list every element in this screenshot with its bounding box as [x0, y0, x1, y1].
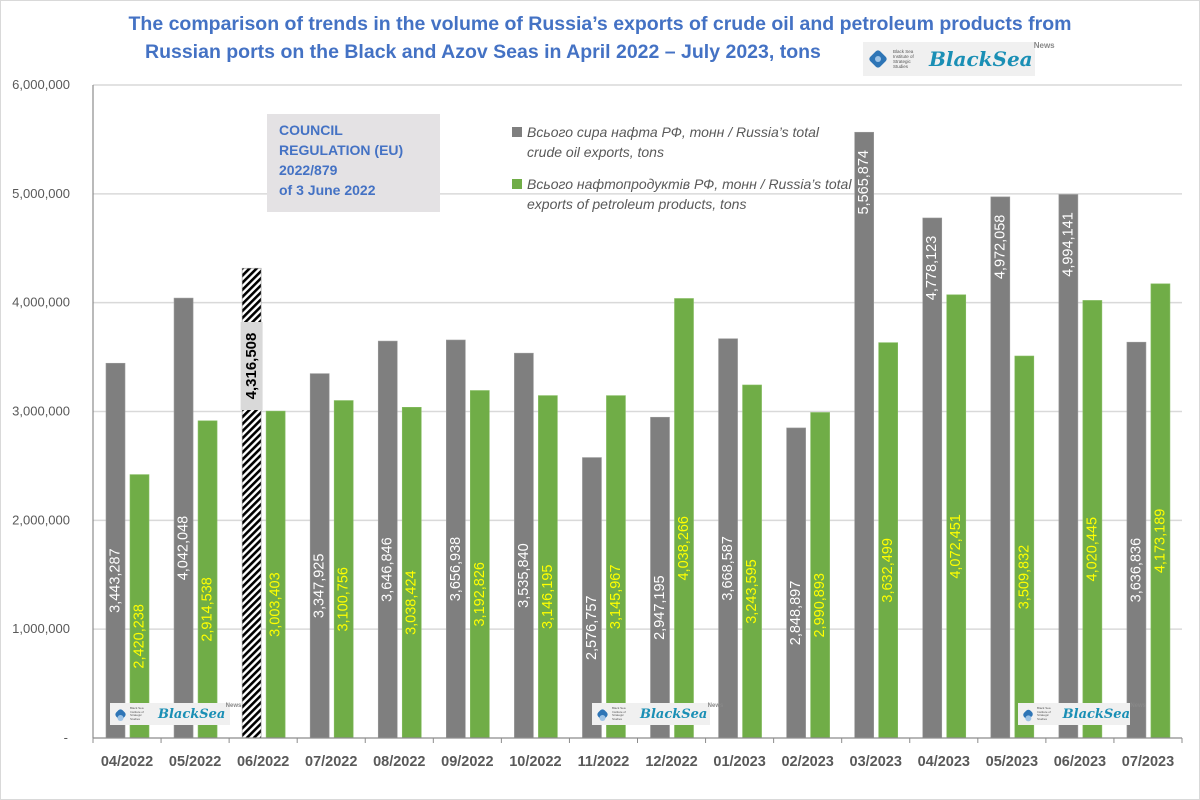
- y-tick-label: 5,000,000: [12, 186, 70, 201]
- bar-crude: [854, 131, 874, 739]
- x-tick-label: 04/2022: [101, 754, 153, 770]
- y-tick-label: 1,000,000: [12, 621, 70, 636]
- data-label-crude: 2,848,897: [788, 581, 804, 646]
- data-label-products: 3,100,756: [336, 567, 352, 632]
- logo-news-superscript: News: [1130, 702, 1146, 709]
- legend-swatch-products: [512, 179, 522, 189]
- legend-item-crude: Всього сира нафта РФ, тонн / Russia’s to…: [512, 122, 852, 162]
- data-label-products: 3,146,195: [540, 565, 556, 630]
- y-tick-label: 4,000,000: [12, 295, 70, 310]
- x-tick-label: 05/2023: [986, 754, 1038, 770]
- council-regulation-annotation: COUNCIL REGULATION (EU) 2022/879 of 3 Ju…: [267, 114, 440, 212]
- logo-brand-text: BlackSea: [640, 706, 708, 722]
- logo-brand-text: BlackSea: [929, 47, 1033, 71]
- y-axis-ticks: - 1,000,000 2,000,000 3,000,000 4,000,000 5,0…: [12, 77, 94, 745]
- data-label-products: 4,173,189: [1152, 509, 1168, 574]
- data-label-crude: 4,994,141: [1060, 212, 1076, 277]
- legend-label-products: Всього нафтопродуктів РФ, тонн / Russia’…: [527, 176, 852, 212]
- data-labels: 3,443,287 2,420,238 4,042,048 2,914,538 4,31…: [108, 150, 1169, 669]
- legend-label-crude: Всього сира нафта РФ, тонн / Russia’s to…: [527, 124, 819, 160]
- x-tick-label: 01/2023: [713, 754, 765, 770]
- blacksea-news-watermark-left: Black Sea Institute of Strategic Studies…: [110, 703, 241, 725]
- logo-brand-text: BlackSea: [1062, 706, 1130, 722]
- y-tick-label: 6,000,000: [12, 77, 70, 92]
- chart-title: The comparison of trends in the volume o…: [100, 10, 1100, 66]
- y-tick-label: 3,000,000: [12, 404, 70, 419]
- data-label-products: 4,038,266: [676, 516, 692, 581]
- x-tick-label: 12/2022: [645, 754, 697, 770]
- data-label-crude: 3,347,925: [312, 554, 328, 619]
- data-label-crude: 5,565,874: [856, 150, 872, 215]
- logo-brand: BlackSea News: [158, 703, 241, 722]
- y-tick-label: -: [64, 730, 68, 745]
- logo-news-superscript: News: [1033, 41, 1055, 50]
- data-label-crude: 3,668,587: [720, 536, 736, 601]
- logo-brand: BlackSea News: [640, 703, 723, 722]
- logo-brand: BlackSea News: [929, 41, 1055, 71]
- logo-brand-text: BlackSea: [158, 706, 226, 722]
- data-label-crude: 2,576,757: [584, 596, 600, 661]
- blacksea-news-logo: Black Sea Institute of Strategic Studies…: [863, 41, 1055, 76]
- data-label-products: 4,020,445: [1084, 517, 1100, 582]
- chart-title-line-2: Russian ports on the Black and Azov Seas…: [145, 41, 821, 63]
- logo-institute-text: Black Sea Institute of Strategic Studies: [612, 706, 626, 721]
- logo-news-superscript: News: [225, 702, 242, 709]
- wave-diamond-icon: [596, 707, 609, 721]
- x-tick-label: 05/2022: [169, 754, 221, 770]
- logo-institute-text: Black Sea Institute of Strategic Studies: [893, 49, 914, 69]
- data-label-crude: 3,646,846: [380, 537, 396, 602]
- data-label-products: 3,145,967: [608, 565, 624, 630]
- data-label-products: 2,914,538: [200, 577, 216, 642]
- logo-institute-text: Black Sea Institute of Strategic Studies: [130, 706, 144, 721]
- data-label-products: 3,192,826: [472, 562, 488, 627]
- logo-news-superscript: News: [707, 702, 724, 709]
- wave-diamond-icon: [1021, 707, 1035, 721]
- data-label-crude: 2,947,195: [652, 575, 668, 640]
- x-tick-label: 04/2023: [918, 754, 970, 770]
- data-label-crude: 3,656,938: [448, 537, 464, 602]
- y-tick-label: 2,000,000: [12, 512, 70, 527]
- x-tick-label: 09/2022: [441, 754, 493, 770]
- chart-title-line-1: The comparison of trends in the volume o…: [128, 13, 1072, 35]
- data-label-products: 3,038,424: [404, 570, 420, 635]
- x-tick-label: 06/2023: [1054, 754, 1106, 770]
- x-tick-label: 07/2023: [1122, 754, 1174, 770]
- data-label-crude: 4,042,048: [176, 516, 192, 581]
- data-label-crude: 3,443,287: [108, 548, 124, 613]
- x-tick-label: 02/2023: [781, 754, 833, 770]
- data-label-crude: 4,778,123: [924, 236, 940, 301]
- data-label-products: 3,003,403: [268, 572, 284, 637]
- data-label-products: 3,509,832: [1016, 545, 1032, 610]
- data-label-background: [240, 322, 263, 410]
- x-tick-label: 06/2022: [237, 754, 289, 770]
- bars: [105, 131, 1171, 739]
- data-label-products: 2,990,893: [812, 573, 828, 638]
- legend-item-products: Всього нафтопродуктів РФ, тонн / Russia’…: [512, 174, 852, 214]
- legend-swatch-crude: [512, 127, 522, 137]
- data-label-products: 3,243,595: [744, 559, 760, 624]
- data-label-crude: 4,972,058: [992, 215, 1008, 280]
- data-label-products: 2,420,238: [132, 604, 148, 669]
- blacksea-news-watermark-right: Black Sea Institute of Strategic Studies…: [1018, 703, 1146, 725]
- x-axis: 04/2022 05/2022 06/2022 07/2022 08/2022 09/20…: [92, 737, 1183, 770]
- logo-institute-text: Black Sea Institute of Strategic Studies: [1037, 706, 1051, 721]
- wave-diamond-icon: [114, 707, 127, 721]
- x-tick-label: 11/2022: [578, 754, 630, 770]
- data-label-products: 4,072,451: [948, 514, 964, 579]
- x-tick-label: 08/2022: [373, 754, 425, 770]
- data-label-products: 3,632,499: [880, 538, 896, 603]
- blacksea-news-watermark-middle: Black Sea Institute of Strategic Studies…: [592, 703, 723, 725]
- logo-brand: BlackSea News: [1062, 703, 1146, 722]
- data-label-crude: 4,316,508: [243, 333, 260, 400]
- x-tick-label: 03/2023: [850, 754, 902, 770]
- data-label-crude: 3,535,840: [516, 543, 532, 608]
- x-tick-label: 07/2022: [305, 754, 357, 770]
- x-tick-label: 10/2022: [509, 754, 561, 770]
- legend: Всього сира нафта РФ, тонн / Russia’s to…: [512, 122, 852, 226]
- data-label-crude: 3,636,836: [1128, 538, 1144, 603]
